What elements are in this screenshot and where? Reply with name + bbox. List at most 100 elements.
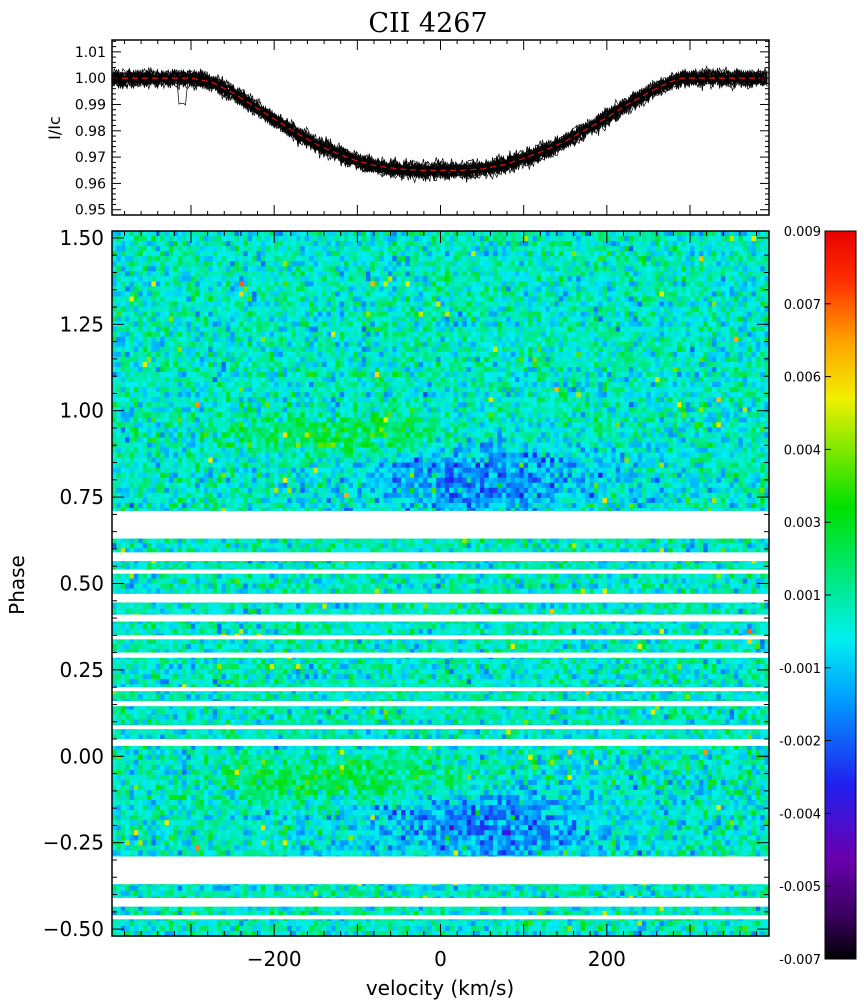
heatmap-cell (322, 336, 328, 343)
heatmap-cell (436, 336, 442, 343)
heatmap-cell (247, 366, 253, 373)
heatmap-cell (217, 261, 223, 267)
heatmap-cell (751, 306, 757, 313)
heatmap-cell (431, 366, 437, 373)
heatmap-cell (396, 241, 402, 247)
heatmap-cell (160, 372, 166, 378)
heatmap-cell (462, 351, 468, 358)
heatmap-cell (563, 377, 569, 383)
heatmap-cell (125, 326, 131, 333)
heatmap-cell (760, 241, 766, 247)
heatmap-cell (751, 246, 757, 252)
heatmap-cell (212, 276, 218, 282)
heatmap-cell (720, 326, 726, 333)
heatmap-cell (116, 311, 122, 318)
heatmap-cell (392, 361, 398, 368)
heatmap-cell (484, 231, 490, 237)
heatmap-cell (173, 336, 179, 343)
heatmap-cell (120, 266, 126, 272)
heatmap-cell (558, 346, 564, 353)
heatmap-cell (760, 256, 766, 262)
heatmap-cell (339, 266, 345, 272)
heatmap-cell (401, 256, 407, 262)
heatmap-cell (536, 387, 542, 393)
heatmap-cell (747, 361, 753, 368)
heatmap-cell (427, 387, 433, 393)
heatmap-cell (571, 382, 577, 388)
heatmap-cell (265, 301, 271, 308)
heatmap-cell (366, 291, 372, 298)
heatmap-cell (458, 286, 463, 293)
heatmap-cell (615, 326, 621, 333)
heatmap-cell (624, 341, 630, 348)
heatmap-cell (760, 291, 766, 298)
heatmap-cell (497, 291, 503, 298)
heatmap-cell (628, 356, 634, 363)
heatmap-cell (366, 241, 372, 247)
heatmap-cell (672, 321, 678, 328)
heatmap-cell (514, 276, 520, 282)
heatmap-cell (698, 271, 704, 277)
heatmap-cell (677, 361, 682, 368)
heatmap-cell (138, 236, 144, 242)
heatmap-cell (532, 286, 538, 293)
heatmap-cell (326, 261, 332, 267)
heatmap-cell (519, 236, 525, 242)
heatmap-cell (458, 291, 463, 298)
heatmap-cell (606, 311, 612, 318)
heatmap-cell (606, 251, 612, 257)
heatmap-cell (260, 387, 266, 393)
heatmap-cell (440, 346, 446, 353)
heatmap-cell (309, 236, 315, 242)
heatmap-cell (208, 246, 214, 252)
heatmap-cell (300, 291, 306, 298)
heatmap-cell (155, 251, 161, 257)
heatmap-cell (339, 296, 345, 303)
heatmap-cell (598, 311, 604, 318)
heatmap-cell (138, 341, 144, 348)
heatmap-cell (414, 241, 420, 247)
heatmap-cell (729, 316, 735, 323)
heatmap-cell (392, 261, 398, 267)
heatmap-cell (466, 306, 472, 313)
heatmap-cell (458, 251, 463, 257)
heatmap-cell (212, 316, 218, 323)
heatmap-cell (383, 276, 389, 282)
heatmap-cell (243, 291, 249, 298)
heatmap-cell (212, 361, 218, 368)
heatmap-cell (633, 281, 639, 287)
heatmap-cell (747, 316, 753, 323)
heatmap-cell (663, 366, 669, 373)
heatmap-cell (563, 246, 569, 252)
heatmap-cell (690, 301, 696, 308)
heatmap-cell (295, 286, 301, 293)
heatmap-cell (764, 316, 770, 323)
heatmap-cell (260, 306, 266, 313)
heatmap-cell (576, 366, 582, 373)
heatmap-cell (225, 336, 231, 343)
heatmap-cell (234, 271, 240, 277)
heatmap-cell (239, 236, 244, 242)
heatmap-cell (567, 281, 573, 287)
heatmap-cell (418, 356, 424, 363)
heatmap-cell (125, 256, 131, 262)
heatmap-cell (234, 251, 240, 257)
heatmap-cell (510, 256, 516, 262)
heatmap-cell (716, 361, 722, 368)
heatmap-cell (212, 372, 218, 378)
heatmap-cell (348, 291, 354, 298)
heatmap-cell (685, 326, 691, 333)
heatmap-cell (282, 271, 288, 277)
heatmap-cell (449, 246, 455, 252)
heatmap-cell (668, 341, 674, 348)
heatmap-cell (698, 291, 704, 298)
heatmap-cell (427, 377, 433, 383)
heatmap-cell (256, 261, 262, 267)
heatmap-cell (650, 341, 656, 348)
heatmap-cell (234, 356, 240, 363)
heatmap-cell (716, 341, 722, 348)
heatmap-cell (203, 271, 209, 277)
heatmap-cell (633, 261, 639, 267)
heatmap-cell (195, 241, 201, 247)
heatmap-cell (703, 316, 709, 323)
